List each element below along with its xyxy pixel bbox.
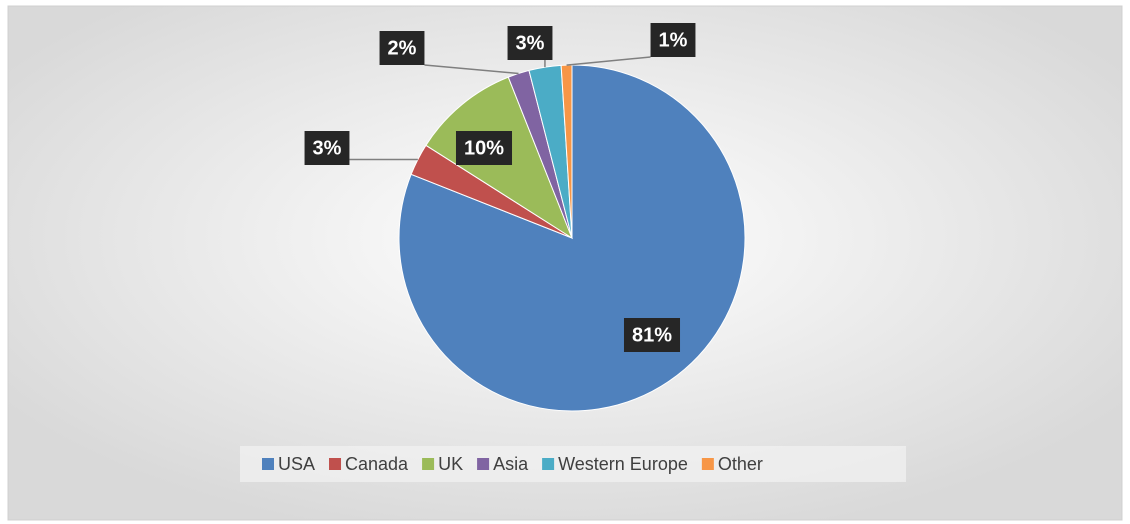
data-label-box — [379, 31, 425, 65]
legend-box — [240, 446, 906, 482]
legend-swatch — [329, 458, 342, 470]
legend-label: Canada — [345, 454, 409, 474]
legend-label: Western Europe — [558, 454, 688, 474]
data-label: 3% — [313, 137, 342, 159]
legend-label: Asia — [493, 454, 529, 474]
leader-line — [424, 64, 519, 75]
legend-swatch — [262, 458, 274, 470]
legend-swatch — [701, 458, 714, 470]
data-label: 1% — [659, 29, 688, 51]
data-label: 10% — [464, 137, 504, 159]
leader-line — [566, 56, 651, 66]
legend-swatch — [477, 458, 490, 470]
data-label-box — [650, 23, 696, 57]
legend-label: Other — [718, 454, 763, 474]
legend-label: USA — [278, 454, 315, 474]
data-label: 3% — [516, 32, 545, 54]
data-label-box — [507, 26, 553, 60]
data-label-box — [455, 131, 513, 165]
legend-label: UK — [438, 454, 463, 474]
legend-swatch — [422, 458, 435, 470]
data-label: 81% — [632, 324, 672, 346]
data-label-box — [623, 318, 681, 352]
data-label: 2% — [388, 37, 417, 59]
legend-swatch — [542, 458, 555, 470]
data-label-box — [304, 131, 350, 165]
